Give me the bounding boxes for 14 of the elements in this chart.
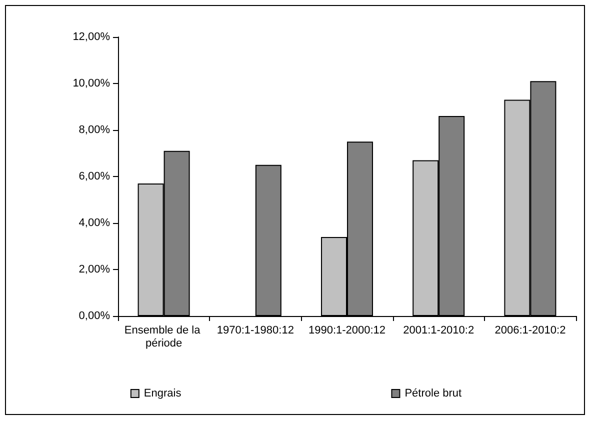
x-tick-label: Ensemble de la période [124,324,204,350]
y-tick-label: 12,00% [72,31,110,43]
x-tick-label: 1990:1-2000:12 [308,324,386,336]
y-tick-label: 4,00% [78,217,110,229]
y-tick-label: 6,00% [78,170,110,182]
x-tick-label: 1970:1-1980:12 [216,324,294,336]
legend-label: Pétrole brut [404,388,462,400]
y-tick-label: 0,00% [78,310,110,322]
y-tick-label: 8,00% [78,124,110,136]
y-tick-label: 10,00% [72,78,110,90]
legend-label: Engrais [144,388,182,400]
x-tick-label: 2006:1-2010:2 [494,324,566,336]
x-tick-label: 2001:1-2010:2 [403,324,474,336]
y-tick-label: 2,00% [78,264,110,276]
